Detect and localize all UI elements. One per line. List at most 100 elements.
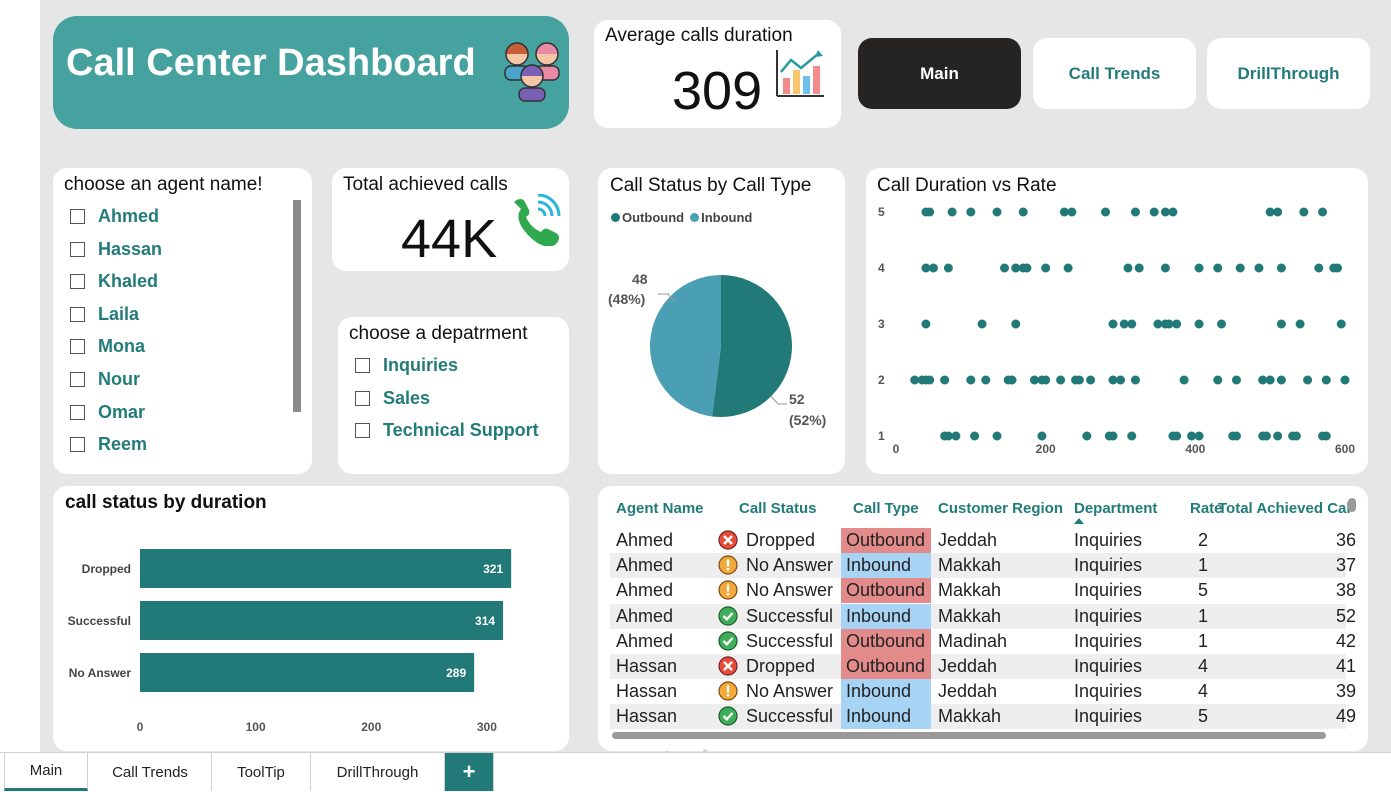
agent-slicer-title: choose an agent name! [64, 174, 263, 195]
cell-call-status: Dropped [746, 530, 816, 550]
scatter-point [1172, 319, 1182, 329]
pie-label-inbound-pct: (48%) [608, 291, 646, 307]
table-header-department[interactable]: Department [1074, 500, 1158, 517]
scatter-point [925, 207, 935, 217]
cell-agent-name: Hassan [616, 706, 678, 727]
cell-department: Inquiries [1074, 555, 1143, 576]
chart-growth-icon [776, 50, 824, 97]
scatter-point [1108, 375, 1118, 385]
scatter-point [1235, 263, 1245, 273]
cell-call-status: No Answer [746, 580, 834, 601]
table-header-call-status[interactable]: Call Status [739, 500, 817, 517]
scatter-point [1172, 431, 1182, 441]
scatter-point [992, 431, 1002, 441]
nav-call-trends-button[interactable]: Call Trends [1033, 38, 1196, 109]
checkbox[interactable] [70, 306, 85, 322]
scatter-point [1074, 375, 1084, 385]
check-circle-icon [718, 605, 738, 626]
scatter-y-tick: 2 [878, 373, 885, 387]
table-header-customer-region[interactable]: Customer Region [938, 500, 1064, 517]
nav-main-button[interactable]: Main [858, 38, 1021, 109]
table-header-agent-name[interactable]: Agent Name [616, 500, 704, 517]
nav-drillthrough-button[interactable]: DrillThrough [1207, 38, 1370, 109]
legend-outbound-label: Outbound [622, 210, 685, 225]
table-row[interactable]: Hassan Dropped Outbound Jeddah Inquiries 4 41 [610, 654, 1356, 679]
checkbox[interactable] [70, 404, 85, 420]
cell-call-type: Inbound [841, 704, 931, 730]
pie-label-inbound-value: 48 [632, 271, 648, 287]
checkbox[interactable] [70, 209, 85, 224]
agent-slicer-scrollbar[interactable] [293, 200, 301, 412]
table-row[interactable]: Ahmed Successful Inbound Makkah Inquiries 1 52 [610, 603, 1356, 629]
legend-outbound-marker [611, 213, 620, 222]
checkbox[interactable] [355, 423, 370, 439]
table-vertical-scrollbar[interactable] [1348, 498, 1356, 512]
scatter-point [1011, 319, 1021, 329]
agent-option-label: Omar [98, 401, 146, 422]
scatter-y-tick: 3 [878, 317, 885, 331]
department-option-label: Inquiries [383, 355, 459, 375]
cell-agent-name: Ahmed [616, 580, 674, 601]
bar-category-label: Successful [68, 614, 131, 628]
table-horizontal-scrollbar[interactable] [612, 732, 1326, 739]
agent-option-label: Reem [98, 434, 148, 455]
tab-tooltip[interactable]: ToolTip [212, 753, 311, 791]
scatter-point [1153, 319, 1163, 329]
agent-option-reem[interactable]: Reem [70, 434, 147, 455]
tab-drillthrough[interactable]: DrillThrough [311, 753, 445, 791]
pie-chart[interactable] [598, 168, 845, 474]
scatter-x-tick: 0 [893, 442, 900, 456]
bar-data-label: 289 [446, 666, 466, 680]
scatter-point [1011, 263, 1021, 273]
cell-agent-name: Hassan [616, 656, 678, 676]
table-header-total-achieved-cal[interactable]: Total Achieved Cal [1218, 500, 1351, 517]
agent-option-ahmed[interactable]: Ahmed [70, 206, 159, 227]
table-row[interactable]: Ahmed Dropped Outbound Jeddah Inquiries 2 36 [610, 528, 1356, 553]
department-option-inquiries[interactable]: Inquiries [355, 355, 458, 376]
check-circle-icon [718, 706, 738, 726]
cell-total-achieved-calls: 49 [1336, 706, 1357, 727]
agent-option-label: Laila [98, 303, 140, 324]
checkbox[interactable] [70, 372, 85, 387]
add-page-button[interactable]: + [445, 753, 494, 791]
checkbox[interactable] [70, 339, 85, 355]
checkbox[interactable] [355, 358, 370, 373]
table-row[interactable]: Ahmed No Answer Inbound Makkah Inquiries 1 37 [610, 553, 1356, 579]
scatter-chart-card: Call Duration vs Rate 5 4 3 2 1 0 200 400 600 [866, 168, 1368, 474]
table-row[interactable]: Hassan Successful Inbound Makkah Inquiries 5 4… [610, 704, 1356, 730]
cell-rate: 2 [1198, 530, 1209, 550]
table-row[interactable]: Hassan No Answer Inbound Jeddah Inquiries 4 39 [610, 679, 1356, 705]
tab-call-trends[interactable]: Call Trends [89, 753, 212, 791]
table-row[interactable]: Ahmed No Answer Outbound Makkah Inquiries 5 38 [610, 578, 1356, 604]
scatter-point [1000, 263, 1010, 273]
agent-option-hassan[interactable]: Hassan [70, 239, 162, 260]
table-header-call-type[interactable]: Call Type [853, 500, 919, 517]
cell-department: Inquiries [1074, 681, 1143, 702]
agent-option-khaled[interactable]: Khaled [70, 271, 158, 292]
x-circle-icon [718, 656, 738, 676]
cell-total-achieved-calls: 41 [1336, 656, 1357, 676]
table-row[interactable]: Ahmed Successful Outbound Madinah Inquiries 1… [610, 628, 1356, 654]
agent-option-mona[interactable]: Mona [70, 336, 145, 357]
department-option-sales[interactable]: Sales [355, 388, 430, 409]
table-header-rate[interactable]: Rate [1190, 500, 1223, 517]
cell-total-achieved-calls: 36 [1336, 530, 1357, 550]
bar-chart[interactable]: Dropped 321 Successful 314 No Answer 289 0 100 2… [53, 486, 569, 751]
checkbox[interactable] [355, 390, 370, 406]
agent-option-nour[interactable]: Nour [70, 369, 140, 390]
cell-call-type: Outbound [841, 628, 931, 654]
scatter-chart[interactable]: 5 4 3 2 10 200 400 600 [866, 168, 1368, 474]
scatter-point [1059, 207, 1069, 217]
checkbox[interactable] [70, 241, 85, 257]
checkbox[interactable] [70, 437, 85, 453]
scatter-point [1029, 375, 1039, 385]
scatter-point [925, 375, 935, 385]
department-option-technical-support[interactable]: Technical Support [355, 420, 539, 441]
scatter-point [921, 263, 931, 273]
tab-main[interactable]: Main [4, 753, 88, 791]
scatter-point [1086, 375, 1096, 385]
agent-option-laila[interactable]: Laila [70, 304, 139, 325]
checkbox[interactable] [70, 274, 85, 290]
agent-option-omar[interactable]: Omar [70, 402, 145, 423]
scatter-point [1314, 263, 1324, 273]
